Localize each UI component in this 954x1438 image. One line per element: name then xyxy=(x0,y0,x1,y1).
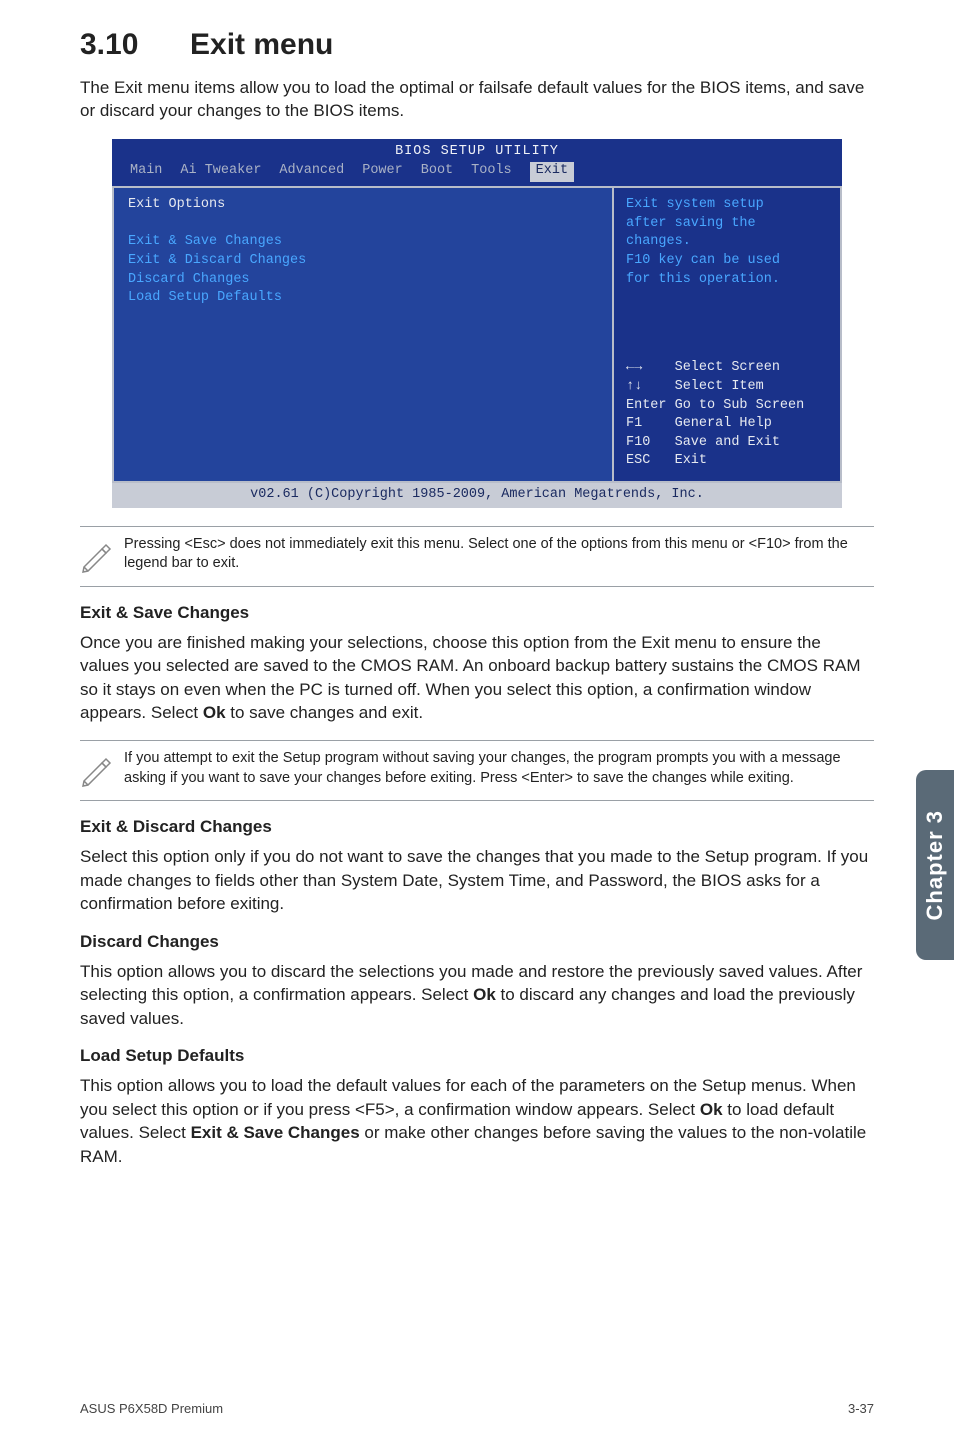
chapter-tab-label: Chapter 3 xyxy=(922,810,948,920)
section-number: 3.10 xyxy=(80,28,190,62)
subheading-load-defaults: Load Setup Defaults xyxy=(80,1046,874,1066)
key-line: ←→ Select Screen xyxy=(626,359,830,378)
pencil-note-icon xyxy=(80,535,124,578)
key-line: Enter Go to Sub Screen xyxy=(626,397,830,416)
bios-body: Exit Options Exit & Save Changes Exit & … xyxy=(112,186,842,483)
pencil-note-icon xyxy=(80,749,124,792)
bios-tab-boot: Boot xyxy=(421,162,471,183)
help-line: Exit system setup xyxy=(626,196,830,215)
help-line: after saving the xyxy=(626,215,830,234)
chapter-tab: Chapter 3 xyxy=(916,770,954,960)
bios-tab-advanced: Advanced xyxy=(279,162,362,183)
bios-item: Load Setup Defaults xyxy=(128,289,598,308)
note-box: Pressing <Esc> does not immediately exit… xyxy=(80,526,874,587)
paragraph-exit-save: Once you are finished making your select… xyxy=(80,631,874,725)
bold-ok: Ok xyxy=(203,703,226,722)
bios-footer: v02.61 (C)Copyright 1985-2009, American … xyxy=(112,483,842,508)
section-title-text: Exit menu xyxy=(190,28,333,61)
footer-right: 3-37 xyxy=(848,1401,874,1416)
bios-key-legend: ←→ Select Screen ↑↓ Select Item Enter Go… xyxy=(626,359,830,471)
key-line: F1 General Help xyxy=(626,415,830,434)
note-text: If you attempt to exit the Setup program… xyxy=(124,749,874,788)
bios-tabs: Main Ai Tweaker Advanced Power Boot Tool… xyxy=(112,162,842,187)
key-line: F10 Save and Exit xyxy=(626,434,830,453)
subheading-exit-save: Exit & Save Changes xyxy=(80,603,874,623)
help-line: F10 key can be used xyxy=(626,252,830,271)
bios-tab-exit: Exit xyxy=(530,162,574,183)
page-footer: ASUS P6X58D Premium 3-37 xyxy=(80,1401,874,1416)
bios-item: Discard Changes xyxy=(128,271,598,290)
subheading-exit-discard: Exit & Discard Changes xyxy=(80,817,874,837)
bold-exit-save: Exit & Save Changes xyxy=(191,1123,360,1142)
key-line: ESC Exit xyxy=(626,452,830,471)
note-box: If you attempt to exit the Setup program… xyxy=(80,740,874,801)
paragraph-discard: This option allows you to discard the se… xyxy=(80,960,874,1030)
paragraph-exit-discard: Select this option only if you do not wa… xyxy=(80,845,874,915)
footer-left: ASUS P6X58D Premium xyxy=(80,1401,223,1416)
section-heading: 3.10Exit menu xyxy=(80,28,874,62)
help-line: for this operation. xyxy=(626,271,830,290)
note-text: Pressing <Esc> does not immediately exit… xyxy=(124,535,874,574)
bios-help-text: Exit system setup after saving the chang… xyxy=(626,196,830,289)
bold-ok: Ok xyxy=(700,1100,723,1119)
bios-tab-tools: Tools xyxy=(471,162,530,183)
subheading-discard: Discard Changes xyxy=(80,932,874,952)
text: Once you are finished making your select… xyxy=(80,633,861,722)
bios-right-panel: Exit system setup after saving the chang… xyxy=(612,186,842,483)
bios-left-header: Exit Options xyxy=(128,196,598,215)
bios-title: BIOS SETUP UTILITY xyxy=(112,143,842,162)
bold-ok: Ok xyxy=(473,985,496,1004)
bios-tab-aitweaker: Ai Tweaker xyxy=(180,162,279,183)
bios-tab-power: Power xyxy=(362,162,421,183)
bios-left-panel: Exit Options Exit & Save Changes Exit & … xyxy=(112,186,612,483)
bios-tab-main: Main xyxy=(130,162,180,183)
text: to save changes and exit. xyxy=(226,703,424,722)
help-line: changes. xyxy=(626,233,830,252)
paragraph-load-defaults: This option allows you to load the defau… xyxy=(80,1074,874,1168)
bios-item: Exit & Save Changes xyxy=(128,233,598,252)
bios-header: BIOS SETUP UTILITY Main Ai Tweaker Advan… xyxy=(112,139,842,186)
bios-screenshot: BIOS SETUP UTILITY Main Ai Tweaker Advan… xyxy=(112,139,842,508)
bios-item: Exit & Discard Changes xyxy=(128,252,598,271)
key-line: ↑↓ Select Item xyxy=(626,378,830,397)
intro-paragraph: The Exit menu items allow you to load th… xyxy=(80,76,874,123)
